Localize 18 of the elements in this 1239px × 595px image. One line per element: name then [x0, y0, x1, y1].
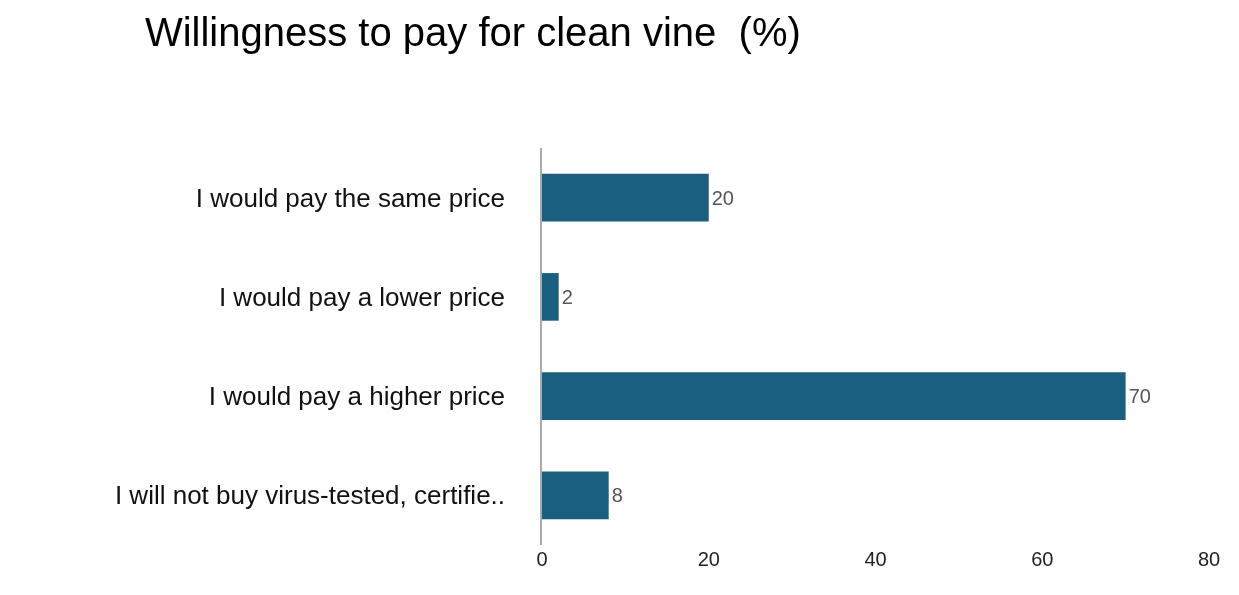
y-tick-label: I would pay a lower price	[218, 281, 506, 312]
data-label: 2	[561, 285, 573, 308]
y-tick-label: I will not buy virus-tested, certifie..	[114, 480, 506, 511]
data-label: 8	[611, 484, 623, 507]
bar	[542, 273, 559, 321]
y-tick-label: I would pay a higher price	[208, 381, 506, 412]
bar	[542, 372, 1126, 420]
x-tick-label: 40	[864, 548, 887, 570]
data-label: 70	[1128, 385, 1151, 408]
y-tick-label: I would pay the same price	[195, 182, 506, 213]
bar	[542, 173, 709, 222]
x-tick-label: 20	[697, 548, 720, 570]
data-label: 20	[711, 186, 734, 209]
x-tick-label: 80	[1197, 548, 1221, 570]
x-tick-label: 60	[1031, 548, 1054, 570]
chart-title: Willingness to pay for clean vine (%)	[144, 9, 801, 54]
bar	[542, 471, 609, 520]
x-tick-label: 0	[536, 548, 548, 570]
